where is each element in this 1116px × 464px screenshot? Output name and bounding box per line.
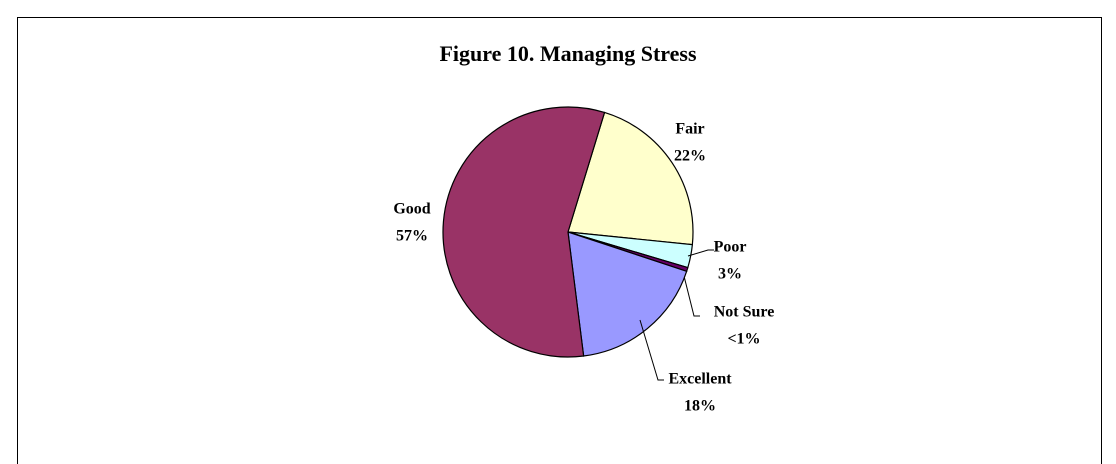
pie-slice: [442, 106, 606, 358]
pie-slice: [567, 111, 694, 246]
slice-label: Fair: [675, 121, 704, 138]
slice-value-label: 57%: [396, 228, 428, 245]
slice-value-label: <1%: [727, 331, 760, 348]
slice-value-label: 3%: [718, 266, 742, 283]
chart-title: Figure 10. Managing Stress: [439, 41, 697, 66]
slice-label: Not Sure: [714, 304, 775, 321]
leader-line: [639, 319, 664, 381]
slice-label: Excellent: [668, 371, 732, 388]
slice-value-label: 22%: [674, 148, 706, 165]
slice-label: Good: [393, 201, 430, 218]
slice-label: Poor: [714, 239, 747, 256]
leader-line: [683, 275, 700, 317]
slice-value-label: 18%: [684, 398, 716, 415]
pie-slice: [567, 231, 688, 357]
leader-line: [687, 249, 714, 257]
